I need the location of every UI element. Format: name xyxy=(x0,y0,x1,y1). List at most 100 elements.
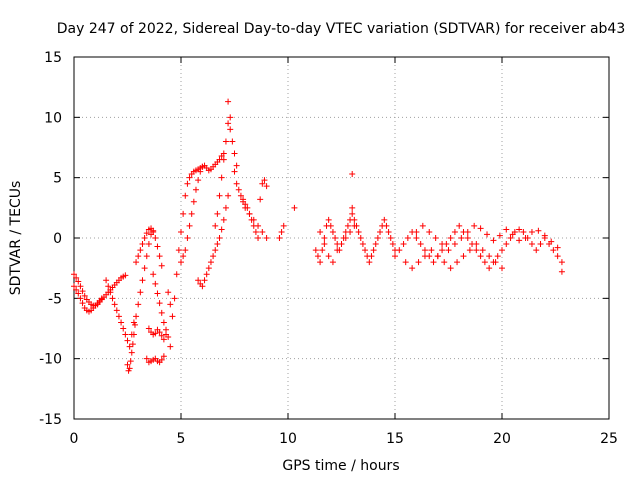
data-point xyxy=(199,283,206,290)
data-point xyxy=(366,259,373,266)
data-point xyxy=(255,235,262,241)
data-point xyxy=(528,241,535,248)
data-point xyxy=(516,237,523,244)
data-point xyxy=(400,241,407,248)
data-point xyxy=(148,225,155,232)
data-point xyxy=(229,138,236,145)
data-point xyxy=(210,253,217,260)
x-tick-label: 10 xyxy=(279,431,297,447)
data-point xyxy=(233,180,240,187)
data-point xyxy=(150,228,157,235)
y-tick-label: -10 xyxy=(39,352,62,368)
data-point xyxy=(227,126,234,133)
data-point xyxy=(334,247,341,254)
data-point xyxy=(377,228,384,235)
data-point xyxy=(486,265,493,272)
data-point xyxy=(75,290,82,297)
data-point xyxy=(222,204,229,211)
data-point xyxy=(122,272,129,279)
data-point xyxy=(445,247,452,254)
data-point xyxy=(212,222,219,229)
data-point xyxy=(175,247,182,254)
data-point xyxy=(278,228,285,235)
data-point xyxy=(135,253,142,260)
data-point xyxy=(105,283,112,290)
data-point xyxy=(160,336,167,343)
data-point xyxy=(129,341,136,348)
data-point xyxy=(494,253,501,260)
data-point xyxy=(492,259,499,266)
data-point xyxy=(329,228,336,235)
data-point xyxy=(195,277,202,284)
data-point xyxy=(451,228,458,235)
axis-ticks: 0 5 10 15 20 25 -15 -10 -5 0 5 10 15 xyxy=(39,50,618,447)
data-point xyxy=(242,204,249,211)
data-point xyxy=(389,241,396,248)
data-point xyxy=(152,330,159,337)
data-point xyxy=(77,283,84,290)
data-point xyxy=(205,265,212,272)
data-point xyxy=(141,235,148,241)
data-point xyxy=(321,241,328,248)
data-point xyxy=(533,247,540,254)
data-point xyxy=(124,361,131,368)
data-point xyxy=(109,295,116,302)
data-point xyxy=(250,216,257,223)
data-point xyxy=(520,228,527,235)
data-point xyxy=(374,235,381,241)
data-point xyxy=(522,235,529,241)
data-point xyxy=(259,228,266,235)
data-point xyxy=(218,226,225,233)
data-point xyxy=(516,226,523,233)
data-point xyxy=(454,259,461,266)
data-point xyxy=(263,183,270,190)
data-point xyxy=(188,210,195,217)
data-point xyxy=(156,329,163,336)
data-point xyxy=(460,253,467,260)
x-tick-label: 15 xyxy=(386,431,404,447)
data-point xyxy=(122,331,129,338)
data-point xyxy=(432,235,439,241)
data-point xyxy=(548,238,555,245)
data-point xyxy=(143,253,150,260)
data-point xyxy=(319,247,326,254)
data-point xyxy=(458,235,465,241)
data-point xyxy=(152,280,159,287)
data-point xyxy=(325,253,332,260)
data-point xyxy=(192,186,199,193)
data-point xyxy=(344,222,351,229)
data-point xyxy=(178,259,184,266)
data-point xyxy=(103,277,110,284)
data-point xyxy=(220,216,227,223)
data-point xyxy=(107,289,114,296)
data-point xyxy=(98,295,105,302)
x-tick-label: 5 xyxy=(177,431,186,447)
data-point xyxy=(428,247,435,254)
data-point xyxy=(349,204,356,211)
data-point xyxy=(481,259,488,266)
data-point xyxy=(231,150,238,157)
data-point xyxy=(156,253,163,260)
chart-title: Day 247 of 2022, Sidereal Day-to-day VTE… xyxy=(57,21,626,37)
data-point xyxy=(402,259,409,266)
data-point xyxy=(115,313,122,320)
data-point xyxy=(165,333,172,340)
data-point xyxy=(220,150,227,157)
data-point xyxy=(528,228,535,235)
data-point xyxy=(447,235,454,241)
x-tick-label: 25 xyxy=(600,431,618,447)
data-point xyxy=(154,290,161,297)
data-point xyxy=(79,288,86,295)
data-point xyxy=(246,210,253,217)
data-point xyxy=(439,247,446,254)
data-point xyxy=(163,326,170,333)
data-point xyxy=(169,313,176,320)
data-point xyxy=(71,283,77,290)
data-point xyxy=(351,222,358,229)
data-point xyxy=(327,222,334,229)
data-point xyxy=(496,232,503,239)
data-point xyxy=(413,228,420,235)
data-point xyxy=(321,235,328,241)
data-point xyxy=(75,278,82,285)
